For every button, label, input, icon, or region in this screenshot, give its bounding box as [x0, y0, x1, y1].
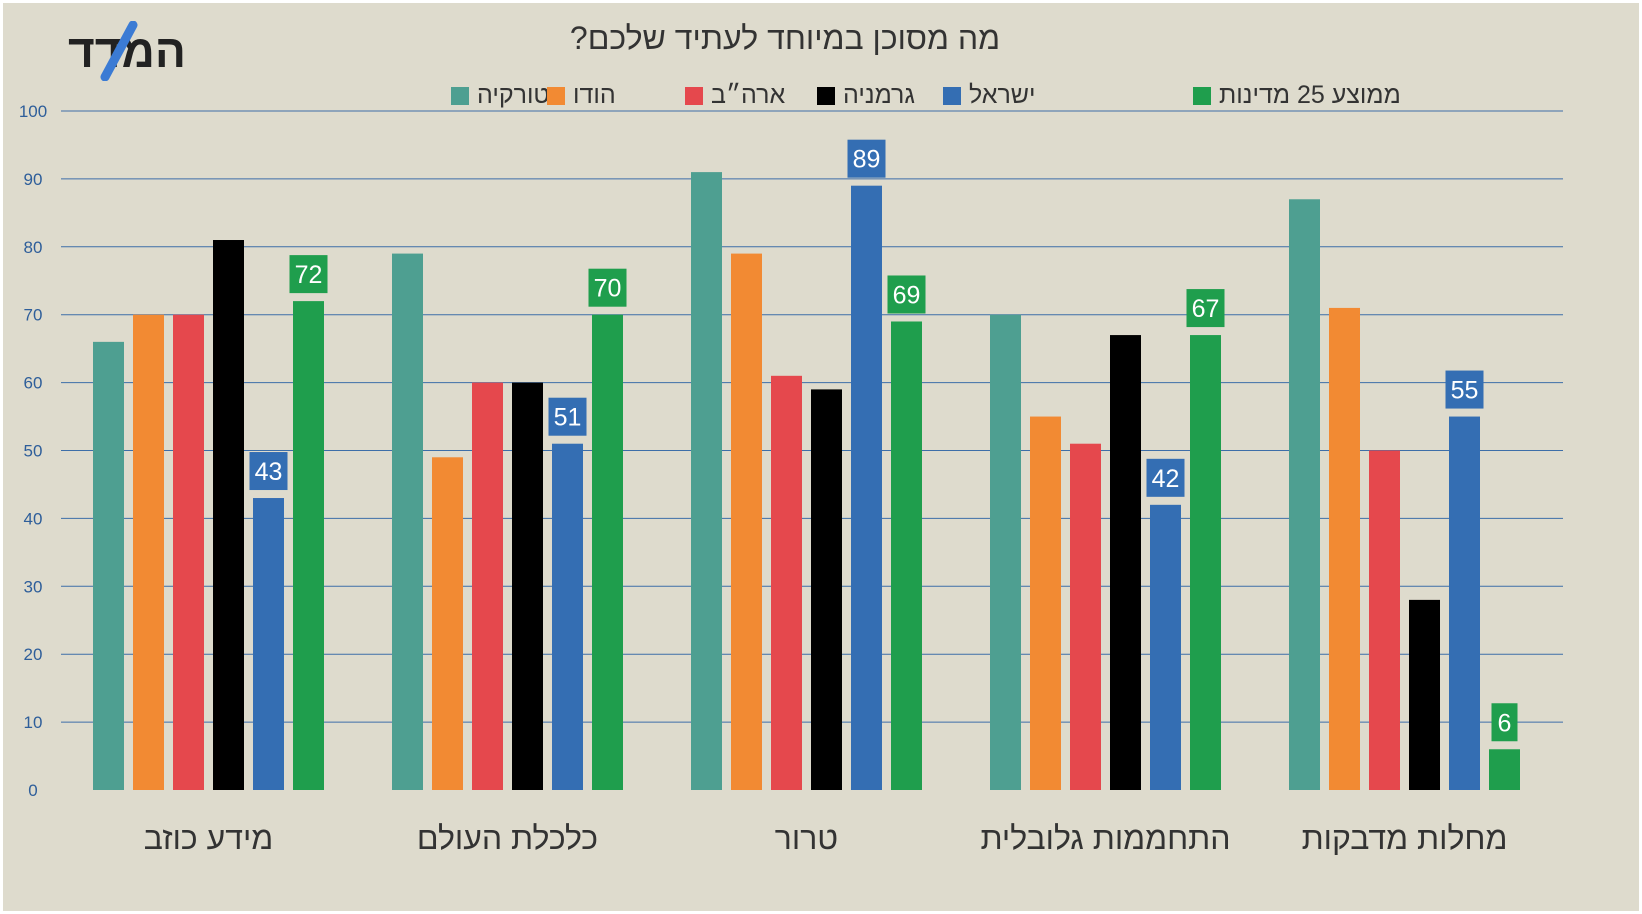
bar — [432, 457, 463, 790]
chart-area: 43 72 51 70 89 69 42 67 55 6 0 10 20 30 40 50 60 70 80 90 1… — [3, 3, 1639, 911]
bar — [1489, 749, 1520, 790]
data-label-box — [887, 275, 926, 314]
bar — [1409, 599, 1440, 790]
legend-swatch — [685, 87, 703, 105]
bar — [1070, 443, 1101, 790]
data-label: 42 — [1152, 465, 1180, 493]
bar — [691, 172, 722, 791]
legend-label: ארה״ב — [711, 81, 785, 109]
data-label: 43 — [255, 458, 283, 486]
bar — [253, 498, 284, 790]
legend-swatch — [1193, 87, 1211, 105]
legend-label: טורקיה — [477, 81, 550, 109]
legend-swatch — [451, 87, 469, 105]
data-label-box — [1186, 289, 1225, 328]
bar — [293, 301, 324, 790]
bar — [731, 253, 762, 791]
data-label: 70 — [594, 275, 622, 303]
data-label: 6 — [1498, 709, 1512, 737]
bar — [552, 443, 583, 790]
bar — [512, 382, 543, 790]
y-tick-label: 30 — [24, 577, 43, 596]
data-label-box — [1491, 703, 1518, 742]
category-label: התחממות גלובלית — [980, 820, 1230, 856]
data-labels: 43 72 51 70 89 69 42 67 55 6 — [249, 139, 1518, 742]
y-tick-label: 10 — [24, 713, 43, 732]
bar-chart: 43 72 51 70 89 69 42 67 55 6 0 10 20 30 40 50 60 70 80 90 1… — [19, 20, 1563, 856]
bar — [93, 341, 124, 790]
data-label-box — [548, 397, 587, 436]
y-tick-label: 80 — [24, 238, 43, 257]
y-tick-label: 90 — [24, 170, 43, 189]
bar — [1329, 307, 1360, 790]
bar — [133, 314, 164, 790]
y-tick-label: 50 — [24, 442, 43, 461]
data-label: 51 — [554, 404, 582, 432]
bar — [592, 314, 623, 790]
bar — [771, 375, 802, 790]
data-label-box — [847, 139, 886, 178]
data-label: 67 — [1192, 295, 1220, 323]
bar — [1030, 416, 1061, 790]
data-label-box — [1146, 458, 1185, 497]
bar — [891, 321, 922, 790]
y-tick-label: 0 — [28, 781, 37, 800]
data-label: 72 — [295, 261, 323, 289]
y-tick-label: 70 — [24, 306, 43, 325]
y-tick-label: 60 — [24, 374, 43, 393]
data-label-box — [588, 268, 627, 307]
bar — [472, 382, 503, 790]
bar — [851, 185, 882, 790]
bar — [990, 314, 1021, 790]
legend-swatch — [943, 87, 961, 105]
data-label: 55 — [1451, 377, 1479, 405]
legend: טורקיה הודו ארה״ב גרמניה ישראל ממוצע 25 מדינו… — [451, 81, 1401, 109]
bar — [392, 253, 423, 791]
data-label-box — [1445, 370, 1484, 409]
bar — [811, 389, 842, 790]
bar — [173, 314, 204, 790]
chart-title: מה מסוכן במיוחד לעתיד שלכם? — [570, 20, 1000, 56]
y-tick-label: 20 — [24, 645, 43, 664]
bar — [1449, 416, 1480, 790]
logo-slash-icon — [100, 21, 138, 81]
legend-swatch — [547, 87, 565, 105]
legend-label: הודו — [573, 81, 616, 109]
data-label: 69 — [893, 281, 921, 309]
y-tick-label: 40 — [24, 509, 43, 528]
category-label: מידע כוזב — [144, 820, 274, 856]
bar — [1110, 335, 1141, 790]
category-label: מחלות מדבקות — [1302, 820, 1508, 856]
data-label-box — [249, 452, 288, 491]
legend-label: ממוצע 25 מדינות — [1219, 81, 1401, 109]
bar — [1369, 450, 1400, 790]
category-label: טרור — [775, 820, 838, 856]
axes: 0 10 20 30 40 50 60 70 80 90 100 מידע כוזב כלכלת העו… — [19, 102, 1508, 856]
category-label: כלכלת העולם — [417, 820, 598, 856]
bar — [1289, 199, 1320, 790]
legend-label: גרמניה — [843, 81, 915, 109]
legend-label: ישראל — [969, 81, 1036, 109]
data-label: 89 — [853, 146, 881, 174]
bar — [213, 240, 244, 790]
y-tick-label: 100 — [19, 102, 47, 121]
legend-swatch — [817, 87, 835, 105]
bar — [1190, 335, 1221, 790]
bars — [93, 172, 1520, 791]
brand-logo: המדד — [68, 21, 186, 81]
data-label-box — [289, 255, 328, 294]
bar — [1150, 504, 1181, 790]
